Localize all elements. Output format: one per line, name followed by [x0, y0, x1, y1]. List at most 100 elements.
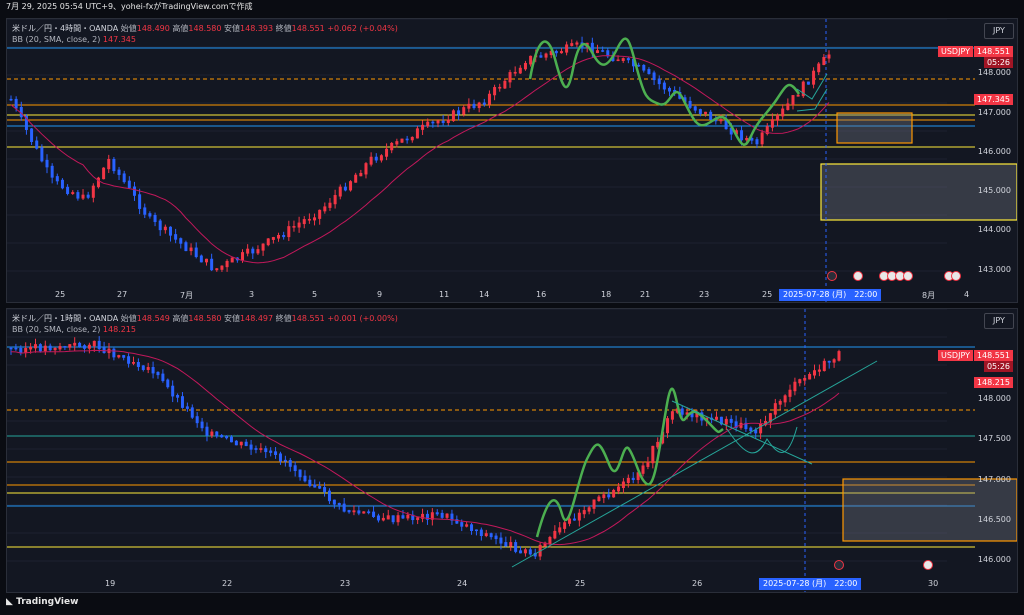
candle-body [637, 64, 641, 67]
candle-body [288, 460, 292, 467]
us-flag-icon[interactable] [923, 560, 933, 570]
lightning-icon[interactable] [827, 271, 837, 281]
candle-body [327, 490, 331, 502]
candle-body [632, 58, 636, 67]
candle-body [9, 347, 13, 350]
candle-body [282, 234, 286, 238]
trend-line [511, 360, 878, 568]
candle-body [431, 121, 435, 124]
candle-body [553, 530, 557, 539]
price-axis-label: 147.000 [977, 108, 1011, 117]
lightning-icon[interactable] [834, 560, 844, 570]
candle-body [386, 515, 390, 520]
candle-body [127, 180, 131, 188]
candle-body [337, 503, 341, 506]
chart-canvas-4h[interactable] [7, 19, 1017, 302]
us-flag-icon[interactable] [853, 271, 863, 281]
last-price-tag: 148.551 [973, 46, 1013, 57]
candle-body [528, 549, 532, 555]
candle-body [102, 167, 106, 180]
low-label: 安値 [224, 314, 241, 323]
currency-button[interactable]: JPY [984, 23, 1014, 39]
candle-body [487, 93, 491, 105]
candle-body [709, 111, 713, 120]
chart-panel-4h[interactable]: 米ドル／円・4時間・OANDA 始値148.490 高値148.580 安値14… [6, 18, 1018, 303]
candle-body [185, 406, 189, 409]
candle-body [462, 107, 466, 115]
candle-body [112, 158, 116, 172]
candle-body [318, 209, 322, 219]
candle-body [158, 220, 162, 231]
candle-body [786, 103, 790, 111]
candle-body [616, 59, 620, 62]
candle-body [441, 120, 445, 123]
symbol-line: 米ドル／円・4時間・OANDA [12, 24, 119, 33]
chart-canvas-1h[interactable] [7, 309, 1017, 592]
candle-body [724, 418, 728, 425]
candle-body [729, 418, 733, 423]
price-axis-label: 147.000 [977, 475, 1011, 484]
us-flag-icon[interactable] [903, 271, 913, 281]
candle-body [176, 394, 180, 398]
candle-body [298, 469, 302, 478]
candle-body [781, 108, 785, 117]
candle-body [451, 110, 455, 122]
date-axis-label: 19 [105, 579, 116, 588]
candle-body [808, 373, 812, 380]
candle-body [719, 119, 723, 122]
candle-body [602, 494, 606, 499]
candle-body [307, 218, 311, 221]
currency-button[interactable]: JPY [984, 313, 1014, 329]
candle-body [55, 176, 59, 182]
candle-body [498, 86, 502, 89]
candle-body [641, 465, 645, 474]
candle-body [179, 238, 183, 244]
candle-body [381, 517, 385, 521]
candle-body [513, 71, 517, 74]
date-axis-label: 3 [249, 290, 255, 299]
candle-body [195, 416, 199, 424]
tradingview-logo[interactable]: ◣ TradingView [6, 597, 78, 607]
date-axis-label: 26 [692, 579, 703, 588]
candle-body [479, 529, 483, 537]
bb-value: 147.345 [102, 35, 136, 44]
candle-body [755, 139, 759, 145]
date-axis-label: 30 [928, 579, 939, 588]
candle-body [822, 360, 826, 372]
candle-body [190, 407, 194, 418]
candle-body [225, 435, 229, 439]
bb-line [10, 349, 840, 546]
date-axis-label: 23 [340, 579, 351, 588]
candle-body [24, 347, 28, 354]
candle-body [174, 234, 178, 240]
candle-body [357, 510, 361, 514]
candle-body [168, 226, 172, 236]
candle-body [390, 142, 394, 151]
high-label: 高値 [172, 24, 189, 33]
date-axis-label: 9 [377, 290, 383, 299]
candle-body [595, 50, 599, 54]
candle-body [688, 100, 692, 108]
price-axis-label: 148.000 [977, 68, 1011, 77]
candle-body [425, 513, 429, 520]
us-flag-icon[interactable] [951, 271, 961, 281]
close-label: 終値 [275, 24, 292, 33]
candle-body [446, 119, 450, 123]
candle-body [749, 427, 753, 432]
candle-body [657, 78, 661, 85]
price-axis-label: 145.000 [977, 186, 1011, 195]
candle-body [364, 163, 368, 175]
candle-body [78, 342, 82, 347]
close-label: 終値 [275, 314, 292, 323]
candle-body [374, 156, 378, 161]
candle-body [750, 137, 754, 141]
candle-body [220, 435, 224, 438]
chart-panel-1h[interactable]: 米ドル／円・1時間・OANDA 始値148.549 高値148.580 安値14… [6, 308, 1018, 593]
candle-body [43, 345, 47, 352]
candle-body [297, 222, 301, 228]
price-axis-label: 143.000 [977, 265, 1011, 274]
candle-body [670, 411, 674, 420]
candle-body [302, 219, 306, 225]
candle-body [796, 94, 800, 97]
candle-body [395, 141, 399, 145]
